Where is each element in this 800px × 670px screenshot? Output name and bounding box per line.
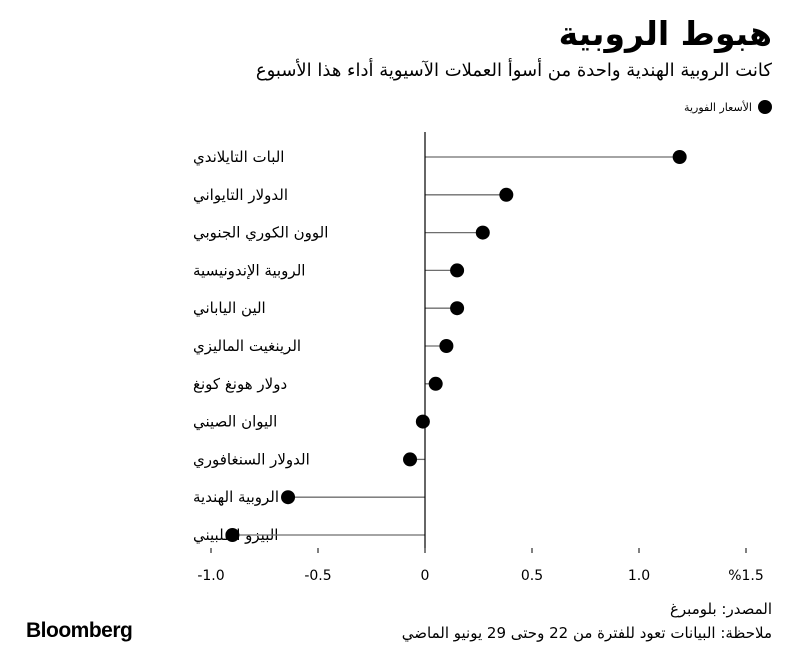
chart-title: هبوط الروبية [558, 14, 772, 53]
legend-marker [758, 100, 772, 114]
source-note: المصدر: بلومبرغ [669, 600, 772, 618]
category-label: الين الياباني [193, 299, 266, 318]
lollipop-chart: -1.0 -0.5 0 0.5 1.0 %1.5 البات التايلاندي الدول… [193, 132, 764, 584]
category-label: الروبية الإندونيسية [193, 261, 305, 279]
legend: الأسعار الفورية [684, 100, 772, 114]
category-label: اليوان الصيني [193, 413, 277, 432]
x-tick-label: -1.0 [197, 568, 224, 584]
value-dot [225, 528, 240, 542]
category-label: الوون الكوري الجنوبي [193, 224, 328, 243]
category-label: الروبية الهندية [193, 488, 279, 506]
value-dot [428, 376, 443, 391]
category-label: الرينغيت الماليزي [193, 337, 301, 356]
chart-subtitle: كانت الروبية الهندية واحدة من أسوأ العمل… [255, 60, 772, 81]
bloomberg-logo: Bloomberg [26, 619, 133, 642]
value-dot [281, 490, 296, 505]
value-dot [499, 187, 514, 202]
x-tick-label: 0.5 [521, 568, 543, 584]
x-tick-label: 1.0 [628, 568, 650, 584]
value-dot [439, 339, 454, 353]
category-label: دولار هونغ كونغ [193, 375, 287, 393]
category-label: البات التايلاندي [193, 148, 284, 167]
value-dot [450, 263, 465, 278]
category-label: الدولار السنغافوري [193, 450, 310, 469]
data-note: ملاحظة: البيانات تعود للفترة من 22 وحتى … [401, 624, 772, 642]
value-dot [415, 414, 430, 429]
value-dot [450, 301, 465, 316]
category-label: الدولار التايواني [193, 186, 288, 205]
x-tick-label: 0 [421, 568, 430, 584]
x-tick-label: %1.5 [728, 568, 764, 584]
legend-label: الأسعار الفورية [684, 100, 752, 114]
x-tick-label: -0.5 [304, 568, 331, 584]
value-dot [403, 452, 418, 467]
value-dot [672, 150, 687, 164]
value-dot [475, 225, 490, 240]
